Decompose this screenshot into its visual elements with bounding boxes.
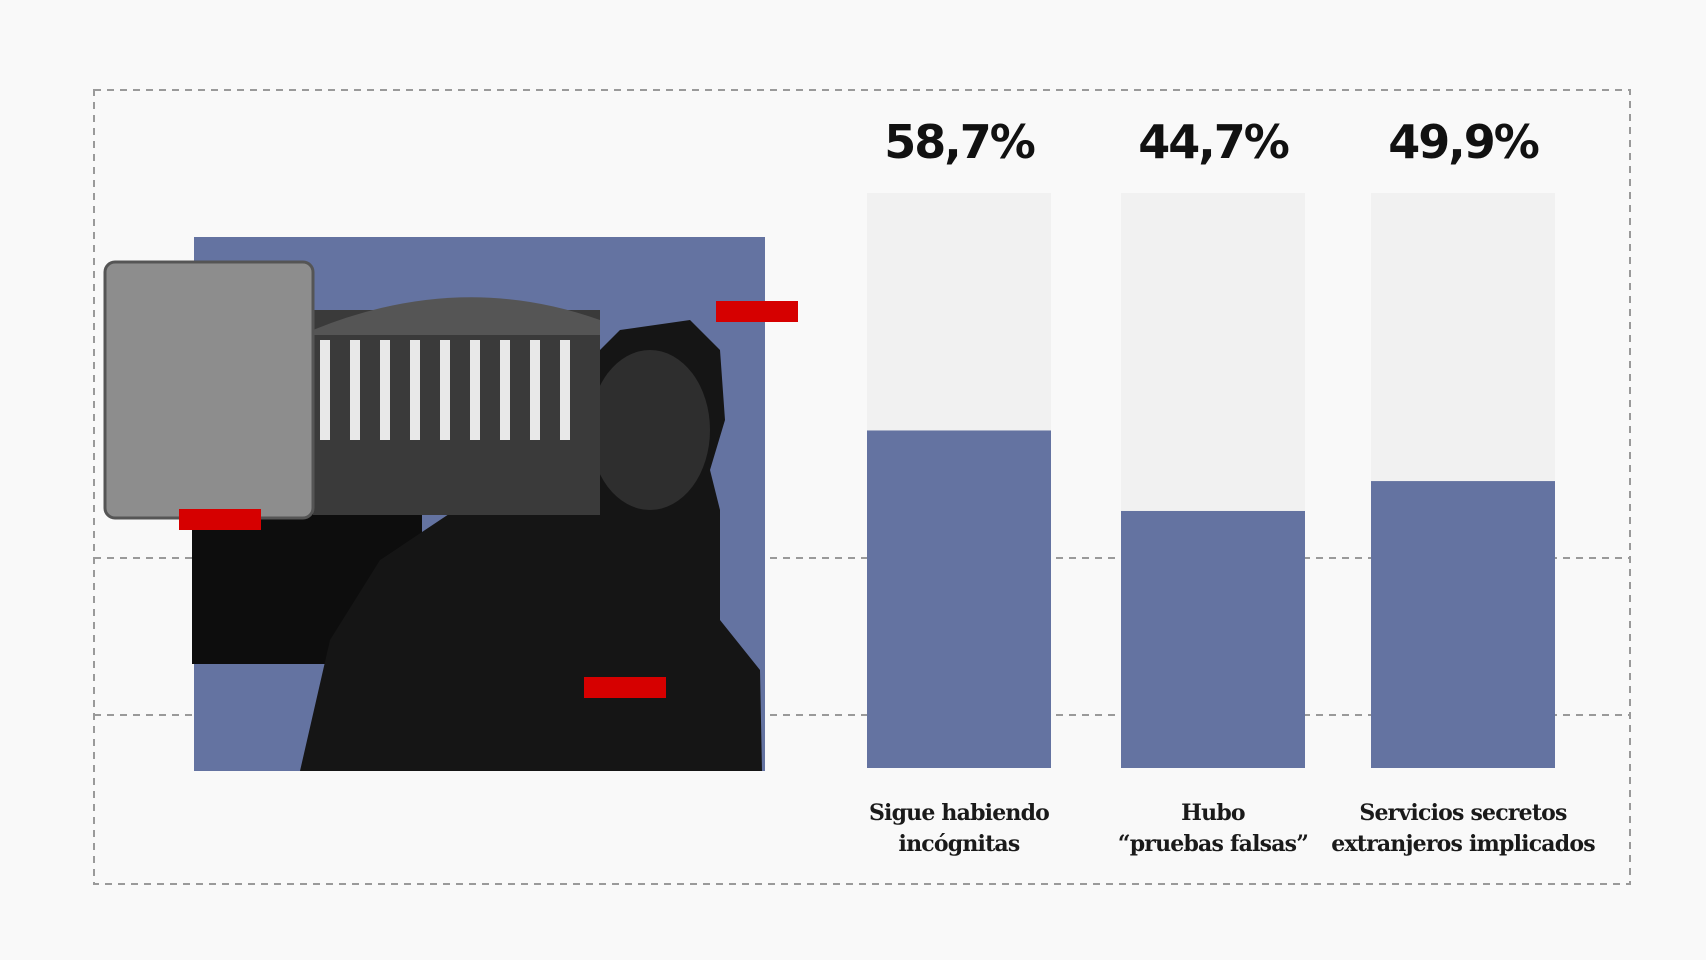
value-label: 49,9% [1388,115,1538,169]
bar [1371,481,1555,768]
value-label: 58,7% [884,115,1034,169]
category-label: Hubo “pruebas falsas” [1117,800,1309,857]
category-label: Servicios secretos extranjeros implicado… [1331,800,1595,857]
bar [867,430,1051,768]
bar [1121,510,1305,768]
value-label: 44,7% [1138,115,1288,169]
photo-collage [103,237,798,771]
category-label: Sigue habiendo incógnitas [868,800,1050,857]
